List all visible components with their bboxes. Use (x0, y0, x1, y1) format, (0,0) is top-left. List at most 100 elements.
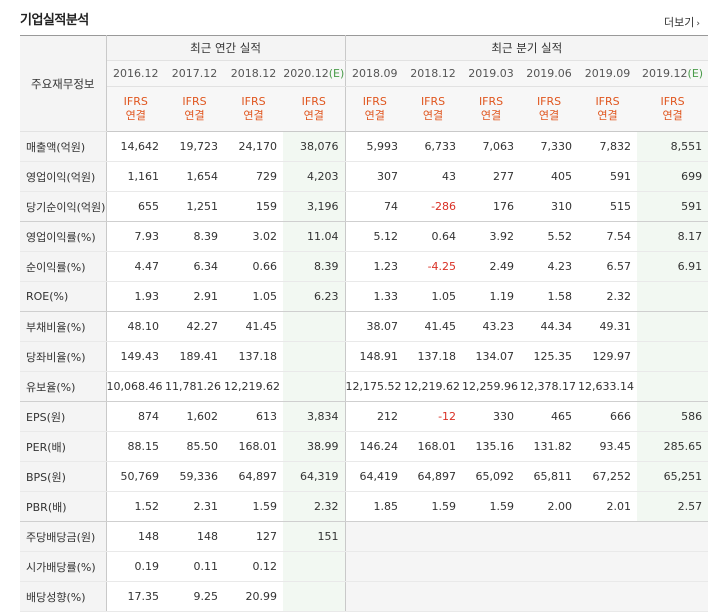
table-cell (345, 521, 405, 552)
table-cell: 1.59 (462, 491, 521, 522)
table-cell: 11,781.26 (165, 371, 224, 402)
table-cell: 189.41 (165, 341, 224, 372)
table-cell: 1.05 (404, 281, 463, 312)
period-header: 2018.09 (345, 60, 405, 87)
table-cell: 6.34 (165, 251, 224, 282)
table-cell: 7.54 (578, 221, 638, 252)
table-cell: 2.91 (165, 281, 224, 312)
table-cell: 6,733 (404, 131, 463, 162)
table-cell: 310 (520, 191, 579, 222)
row-label: 주당배당금(원) (20, 521, 107, 552)
table-cell: 129.97 (578, 341, 638, 372)
table-cell: 168.01 (224, 431, 283, 462)
table-row: 배당성향(%) 17.35 9.25 20.99 (20, 581, 709, 612)
table-cell (637, 281, 709, 312)
table-cell: 655 (106, 191, 165, 222)
ifrs-header: IFRS 연결 (462, 86, 521, 132)
row-label: PER(배) (20, 431, 107, 462)
table-cell: 1.19 (462, 281, 521, 312)
period-header: 2019.06 (520, 60, 579, 87)
table-cell (404, 581, 463, 612)
table-cell (283, 551, 346, 582)
table-cell: 64,897 (224, 461, 283, 492)
period-header: 2019.09 (578, 60, 638, 87)
table-cell: 151 (283, 521, 346, 552)
table-row: 부채비율(%) 48.10 42.27 41.45 38.07 41.45 43.23 44.… (20, 311, 709, 342)
table-cell: 7,063 (462, 131, 521, 162)
more-link[interactable]: 더보기 › (664, 14, 700, 30)
row-label: PBR(배) (20, 491, 107, 522)
table-cell: 0.12 (224, 551, 283, 582)
table-cell: 1.85 (345, 491, 405, 522)
row-label: 영업이익률(%) (20, 221, 107, 252)
table-cell: 2.49 (462, 251, 521, 282)
ifrs-header: IFRS 연결 (404, 86, 463, 132)
ifrs-sub-label: 연결 (303, 109, 324, 122)
table-row: 매출액(억원) 14,642 19,723 24,170 38,076 5,993 6,73… (20, 131, 709, 162)
ifrs-label: IFRS (536, 95, 562, 108)
table-cell: 7,330 (520, 131, 579, 162)
table-cell (637, 311, 709, 342)
group-header-row: 주요재무정보 최근 연간 실적 최근 분기 실적 (20, 35, 709, 132)
ifrs-label: IFRS (595, 95, 620, 108)
ifrs-label: IFRS (478, 95, 504, 108)
section-title: 기업실적분석 (20, 13, 89, 28)
table-cell: 6.23 (283, 281, 346, 312)
table-row: 주당배당금(원) 148 148 127 151 (20, 521, 709, 552)
table-cell: 8.17 (637, 221, 709, 252)
table-cell: 1.23 (345, 251, 405, 282)
table-cell: 149.43 (106, 341, 165, 372)
table-row: 당기순이익(억원) 655 1,251 159 3,196 74 -286 176 310 515… (20, 191, 709, 222)
chevron-right-icon: › (696, 19, 700, 29)
table-cell: 38.99 (283, 431, 346, 462)
table-cell (637, 581, 709, 612)
ifrs-label: IFRS (660, 95, 685, 108)
table-cell: 307 (345, 161, 405, 192)
quarter-group-header: 최근 분기 실적 (345, 35, 709, 61)
table-cell (462, 521, 521, 552)
table-cell: 12,219.62 (224, 371, 283, 402)
table-cell: 148.91 (345, 341, 405, 372)
table-cell (283, 371, 346, 402)
table-cell: 64,897 (404, 461, 463, 492)
table-cell (520, 581, 579, 612)
table-cell: 24,170 (224, 131, 283, 162)
table-cell: 41.45 (224, 311, 283, 342)
row-label: 유보율(%) (20, 371, 107, 402)
table-cell: 330 (462, 401, 521, 432)
ifrs-sub-label: 연결 (422, 109, 444, 122)
table-cell: 65,811 (520, 461, 579, 492)
table-cell: 1.93 (106, 281, 165, 312)
table-row: 시가배당률(%) 0.19 0.11 0.12 (20, 551, 709, 582)
table-cell: 159 (224, 191, 283, 222)
table-cell (578, 521, 638, 552)
table-cell: 12,175.52 (345, 371, 405, 402)
table-row: EPS(원) 874 1,602 613 3,834 212 -12 330 465 666 586 (20, 401, 709, 432)
table-cell: 277 (462, 161, 521, 192)
period-row: 2016.12 2017.12 2018.12 2020.12(E) 2018.09 20… (20, 60, 709, 87)
table-cell: 38.07 (345, 311, 405, 342)
table-cell: 0.11 (165, 551, 224, 582)
table-cell (637, 371, 709, 402)
table-cell: 50,769 (106, 461, 165, 492)
table-cell: 88.15 (106, 431, 165, 462)
table-cell: 168.01 (404, 431, 463, 462)
table-cell: 74 (345, 191, 405, 222)
table-cell: 64,319 (283, 461, 346, 492)
table-cell (404, 521, 463, 552)
table-row: 유보율(%) 10,068.46 11,781.26 12,219.62 12,175.… (20, 371, 709, 402)
table-cell (637, 341, 709, 372)
table-cell: 19,723 (165, 131, 224, 162)
table-row: 순이익률(%) 4.47 6.34 0.66 8.39 1.23 -4.25 2.49 4.23… (20, 251, 709, 282)
table-cell (578, 581, 638, 612)
table-cell: 285.65 (637, 431, 709, 462)
table-cell: 1.59 (224, 491, 283, 522)
table-cell: 14,642 (106, 131, 165, 162)
table-cell: 1.33 (345, 281, 405, 312)
table-cell (578, 551, 638, 582)
period-header: 2020.12(E) (283, 60, 346, 87)
table-cell: 8.39 (283, 251, 346, 282)
ifrs-sub-label: 연결 (364, 109, 385, 122)
ifrs-label: IFRS (123, 95, 148, 108)
table-cell: 12,259.96 (462, 371, 521, 402)
